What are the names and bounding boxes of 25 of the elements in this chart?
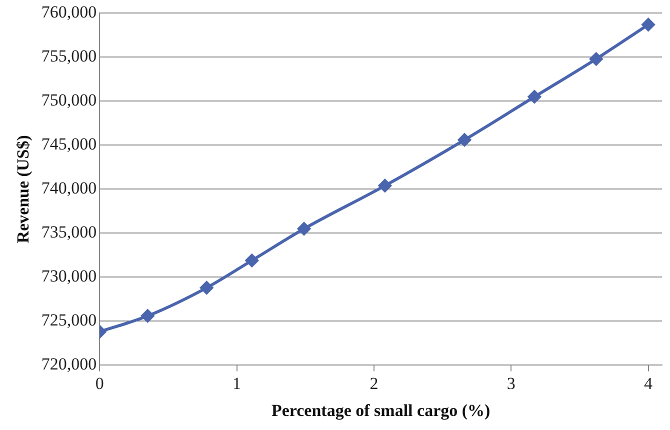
x-tick-label: 2: [370, 374, 378, 393]
point: [590, 52, 603, 66]
y-tick-label: 740,000: [41, 178, 97, 198]
point: [298, 222, 311, 236]
point: [245, 254, 258, 267]
y-tick-label: 725,000: [41, 310, 97, 330]
y-tick-label: 745,000: [41, 134, 97, 154]
y-tick-label: 750,000: [41, 90, 97, 110]
point: [200, 281, 214, 294]
x-tick-label: 1: [232, 374, 242, 393]
x-tick-label: 4: [644, 374, 654, 393]
point: [528, 90, 541, 104]
x-tick-label: 3: [506, 374, 516, 393]
point: [458, 133, 471, 146]
x-axis-title: Percentage of small cargo (%): [271, 401, 490, 420]
point: [141, 309, 154, 322]
x-tick-label: 0: [95, 374, 104, 393]
point: [642, 18, 655, 32]
y-tick-label: 735,000: [41, 222, 97, 242]
y-axis-title: Revenue (US$): [14, 135, 33, 244]
point: [378, 179, 392, 192]
y-tick-label: 760,000: [41, 2, 97, 22]
y-tick-label: 720,000: [41, 354, 97, 374]
y-tick-label: 730,000: [41, 266, 97, 286]
y-tick-label: 755,000: [41, 46, 97, 66]
